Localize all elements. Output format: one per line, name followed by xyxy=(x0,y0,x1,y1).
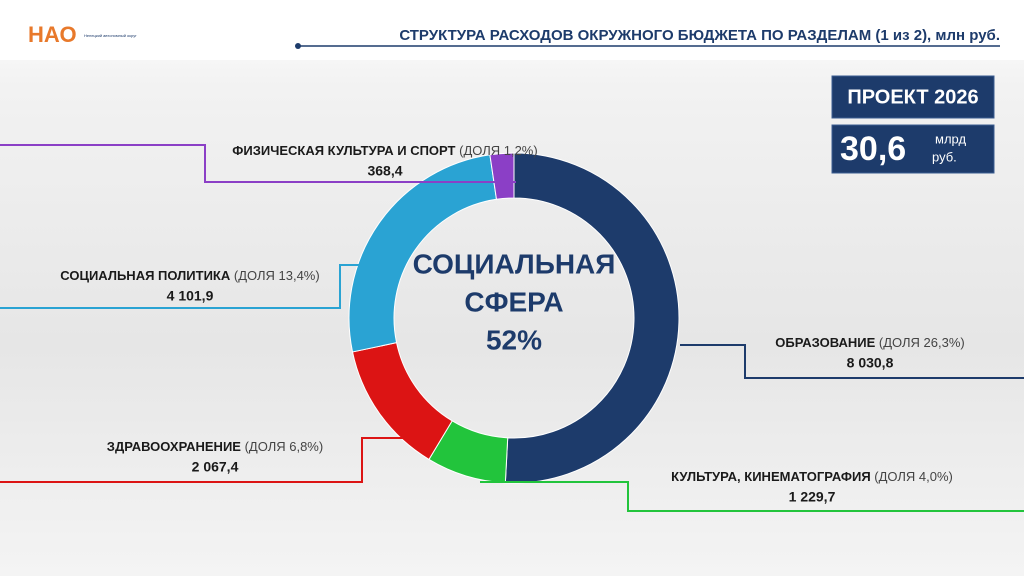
title-dot xyxy=(295,43,301,49)
slide-title: СТРУКТУРА РАСХОДОВ ОКРУЖНОГО БЮДЖЕТА ПО … xyxy=(399,27,1000,44)
share-label: (ДОЛЯ 6,8%) xyxy=(245,439,324,454)
leader-line xyxy=(680,344,1024,379)
badge-unit: млрд xyxy=(935,131,966,146)
leader-line xyxy=(480,481,1024,512)
badge-title: ПРОЕКТ 2026 xyxy=(847,86,978,108)
value-label: 368,4 xyxy=(367,163,402,179)
badge-title-box xyxy=(831,75,995,119)
slice-label: СОЦИАЛЬНАЯ ПОЛИТИКА (ДОЛЯ 13,4%) xyxy=(60,268,319,283)
logo: НАО xyxy=(28,22,77,47)
slice-label: ОБРАЗОВАНИЕ (ДОЛЯ 26,3%) xyxy=(775,335,964,350)
badge-amount: 30,6 xyxy=(840,130,906,168)
category-label: КУЛЬТУРА, КИНЕМАТОГРАФИЯ xyxy=(671,469,871,484)
slice-label: ФИЗИЧЕСКАЯ КУЛЬТУРА И СПОРТ (ДОЛЯ 1,2%) xyxy=(232,143,537,158)
category-label: ФИЗИЧЕСКАЯ КУЛЬТУРА И СПОРТ xyxy=(232,143,455,158)
leader-line xyxy=(0,437,440,483)
share-label: (ДОЛЯ 1,2%) xyxy=(459,143,538,158)
slice-label: КУЛЬТУРА, КИНЕМАТОГРАФИЯ (ДОЛЯ 4,0%) xyxy=(671,469,953,484)
category-label: ОБРАЗОВАНИЕ xyxy=(775,335,875,350)
value-label: 4 101,9 xyxy=(167,288,214,304)
center-label: СОЦИАЛЬНАЯ xyxy=(413,248,616,279)
value-label: 8 030,8 xyxy=(847,355,894,371)
share-label: (ДОЛЯ 13,4%) xyxy=(234,268,320,283)
value-label: 1 229,7 xyxy=(789,489,836,505)
badge-unit: руб. xyxy=(932,149,957,164)
donut-chart: ОБРАЗОВАНИЕ (ДОЛЯ 26,3%) 8 030,8 КУЛЬТУРА,… xyxy=(0,143,1024,512)
center-label: СФЕРА xyxy=(464,286,563,317)
leader-line xyxy=(0,264,400,309)
badge-amount-box xyxy=(831,124,995,174)
share-label: (ДОЛЯ 4,0%) xyxy=(874,469,953,484)
slice-label: ЗДРАВООХРАНЕНИЕ (ДОЛЯ 6,8%) xyxy=(107,439,323,454)
header-band xyxy=(0,0,1024,60)
leader-line xyxy=(0,144,516,183)
category-label: ЗДРАВООХРАНЕНИЕ xyxy=(107,439,241,454)
share-label: (ДОЛЯ 26,3%) xyxy=(879,335,965,350)
center-label: 52% xyxy=(486,324,542,355)
category-label: СОЦИАЛЬНАЯ ПОЛИТИКА xyxy=(60,268,231,283)
logo-caption: Ненецкий автономный округ xyxy=(84,33,137,38)
donut-slice xyxy=(489,152,515,200)
value-label: 2 067,4 xyxy=(192,459,239,475)
